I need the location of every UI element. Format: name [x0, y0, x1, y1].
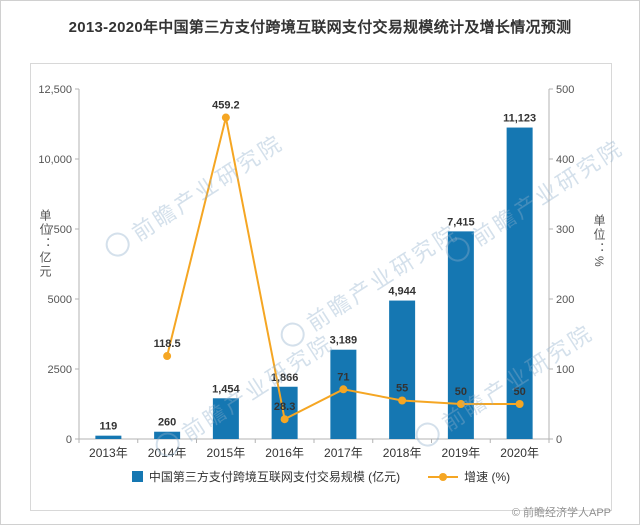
right-axis-tick-label: 300: [556, 224, 574, 236]
x-axis-label: 2014年: [148, 446, 187, 460]
left-axis-tick-label: 5000: [48, 294, 72, 306]
bar: [389, 300, 416, 439]
chart-title: 2013-2020年中国第三方支付跨境互联网支付交易规模统计及增长情况预测: [68, 19, 572, 36]
right-axis-title: 单位：%: [592, 214, 606, 269]
x-axis-label: 2015年: [207, 446, 246, 460]
left-axis-tick-label: 0: [66, 434, 72, 446]
growth-point: [339, 385, 348, 394]
x-axis-label: 2013年: [89, 446, 128, 460]
bar-series-label: 中国第三方支付跨境互联网支付交易规模 (亿元): [148, 470, 401, 484]
growth-value-label: 459.2: [212, 100, 240, 112]
bar-value-label: 260: [158, 417, 176, 429]
legend: 中国第三方支付跨境互联网支付交易规模 (亿元) 增速 (%): [31, 468, 611, 485]
x-axis-label: 2019年: [442, 446, 481, 460]
bar: [212, 398, 239, 439]
bar: [154, 431, 181, 439]
bar-value-label: 4,944: [388, 286, 416, 298]
legend-item-line: 增速 (%): [428, 468, 510, 485]
growth-value-label: 50: [455, 386, 467, 398]
bar-value-label: 11,123: [503, 113, 536, 125]
bar: [95, 435, 122, 439]
growth-point: [398, 396, 407, 405]
chart-panel: 0 2500 5000 7500 10,000 12,500 0 100 200 300 400 50…: [30, 63, 628, 511]
line-marker-dot: [439, 472, 448, 481]
right-axis-tick-label: 200: [556, 294, 574, 306]
left-axis-tick-label: 2500: [48, 364, 72, 376]
bar-value-label: 7,415: [447, 216, 475, 228]
right-axis-tick-label: 100: [556, 364, 574, 376]
growth-value-label: 28.3: [274, 401, 295, 413]
x-axis-label: 2016年: [265, 446, 304, 460]
left-axis-tick-label: 10,000: [38, 154, 72, 166]
growth-point: [163, 352, 172, 361]
x-axis-label: 2018年: [383, 446, 422, 460]
right-axis-tick-label: 0: [556, 434, 562, 446]
x-axis-label: 2020年: [500, 446, 539, 460]
line-series-label: 增速 (%): [464, 470, 511, 484]
growth-value-label: 55: [396, 383, 408, 395]
bar-value-label: 1,454: [212, 383, 240, 395]
bar-series-swatch: [131, 471, 143, 482]
line-series-marker: [428, 472, 459, 481]
chart-svg: 0 2500 5000 7500 10,000 12,500 0 100 200 300 400 50…: [38, 84, 574, 460]
growth-value-label: 71: [337, 371, 349, 383]
growth-point: [515, 400, 524, 408]
legend-item-bar: 中国第三方支付跨境互联网支付交易规模 (亿元): [131, 468, 401, 485]
bar: [506, 127, 533, 439]
x-axis-label: 2017年: [324, 446, 363, 460]
growth-value-label: 50: [514, 386, 526, 398]
growth-point: [280, 415, 289, 424]
growth-point: [456, 400, 465, 408]
growth-point: [221, 113, 230, 122]
right-axis-tick-label: 500: [556, 84, 574, 96]
left-axis-tick-label: 12,500: [38, 84, 72, 96]
bar-value-label: 3,189: [330, 335, 358, 347]
bar: [271, 386, 298, 439]
bar-value-label: 119: [100, 421, 118, 433]
left-axis-tick-label: 7500: [48, 224, 72, 236]
left-axis-title: 单位：亿元: [38, 209, 52, 279]
growth-value-label: 118.5: [154, 338, 181, 350]
right-axis-tick-label: 400: [556, 154, 574, 166]
copyright: © 前瞻经济学人APP: [511, 507, 611, 519]
